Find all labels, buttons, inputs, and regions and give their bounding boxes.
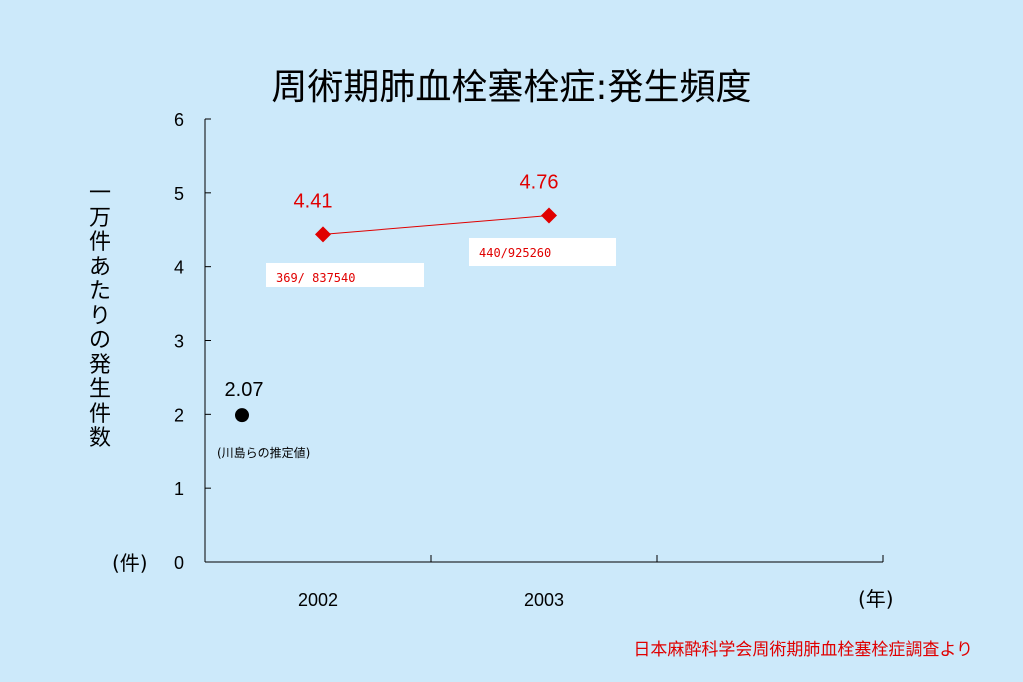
estimate-data-label: 2.07 <box>225 379 264 401</box>
count-label-2003: 440/925260 <box>469 238 616 266</box>
source-note: 日本麻酔科学会周術期肺血栓塞栓症調査より <box>633 640 973 660</box>
series-line <box>322 215 550 235</box>
y-tick-label: 4 <box>174 258 184 278</box>
estimate-point <box>235 408 249 423</box>
x-tick-label: 2003 <box>524 590 564 610</box>
y-tick-label: 6 <box>174 110 184 130</box>
y-tick-label: 0 <box>174 553 184 573</box>
series-data-label: 4.41 <box>294 190 333 212</box>
y-axis-unit: (件) <box>112 551 148 575</box>
y-tick-label: 5 <box>174 184 184 204</box>
series-data-label: 4.76 <box>520 172 559 194</box>
series-point <box>541 207 557 224</box>
y-tick-label: 1 <box>174 479 184 499</box>
x-tick-label: 2002 <box>298 590 338 610</box>
y-axis-label: 一万件あたりの発生件数 <box>88 181 111 451</box>
chart-title: 周術期肺血栓塞栓症:発生頻度 <box>271 67 752 108</box>
count-label-2002: 369/ 837540 <box>266 263 424 287</box>
x-axis-unit: (年) <box>858 587 894 611</box>
estimate-note: (川島らの推定値) <box>217 446 311 460</box>
y-tick-label: 2 <box>174 405 184 425</box>
y-tick-label: 3 <box>174 332 184 352</box>
series-point <box>315 226 331 243</box>
